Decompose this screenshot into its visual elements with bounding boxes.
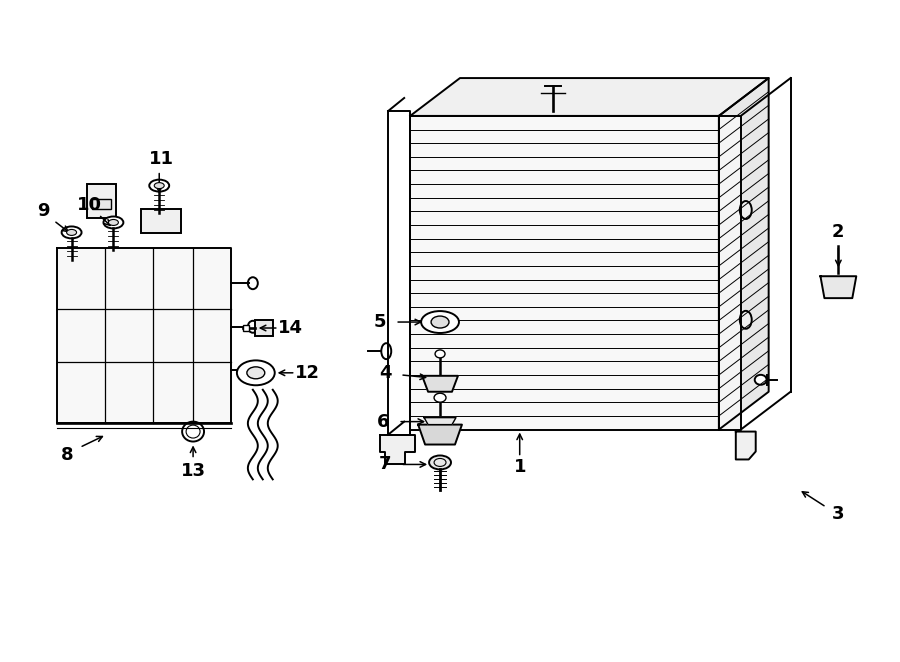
Text: 8: 8: [61, 446, 74, 465]
Polygon shape: [736, 432, 756, 459]
Ellipse shape: [247, 367, 265, 379]
Bar: [92, 199, 112, 209]
Text: 14: 14: [278, 319, 303, 337]
Ellipse shape: [237, 360, 274, 385]
Text: 12: 12: [295, 364, 320, 382]
Ellipse shape: [429, 455, 451, 469]
Text: 6: 6: [377, 412, 390, 430]
Ellipse shape: [740, 201, 752, 219]
Ellipse shape: [421, 311, 459, 333]
Ellipse shape: [104, 216, 123, 228]
Text: 5: 5: [374, 313, 386, 331]
Polygon shape: [719, 78, 769, 430]
Polygon shape: [424, 418, 456, 424]
Text: 2: 2: [832, 223, 844, 242]
Bar: [141, 209, 181, 234]
Ellipse shape: [67, 230, 76, 236]
Bar: [86, 183, 116, 218]
Text: 10: 10: [77, 195, 102, 214]
Polygon shape: [422, 376, 458, 392]
Ellipse shape: [431, 316, 449, 328]
Text: 9: 9: [38, 201, 50, 220]
Text: 13: 13: [181, 463, 205, 481]
Polygon shape: [821, 276, 856, 298]
Bar: [243, 325, 248, 331]
Ellipse shape: [61, 226, 82, 238]
Ellipse shape: [435, 350, 445, 358]
Polygon shape: [410, 78, 769, 116]
Polygon shape: [57, 248, 231, 422]
Text: 1: 1: [514, 458, 526, 477]
Text: 3: 3: [832, 505, 844, 523]
Ellipse shape: [149, 179, 169, 191]
Text: 11: 11: [148, 150, 174, 167]
Ellipse shape: [740, 311, 752, 329]
Text: 7: 7: [379, 455, 392, 473]
Ellipse shape: [755, 375, 767, 385]
Polygon shape: [719, 116, 741, 430]
Ellipse shape: [154, 183, 164, 189]
Polygon shape: [381, 434, 415, 465]
Text: 4: 4: [379, 364, 392, 382]
Polygon shape: [418, 424, 462, 444]
Ellipse shape: [108, 220, 119, 226]
Ellipse shape: [434, 393, 446, 402]
Polygon shape: [410, 116, 719, 430]
Bar: [255, 320, 273, 336]
